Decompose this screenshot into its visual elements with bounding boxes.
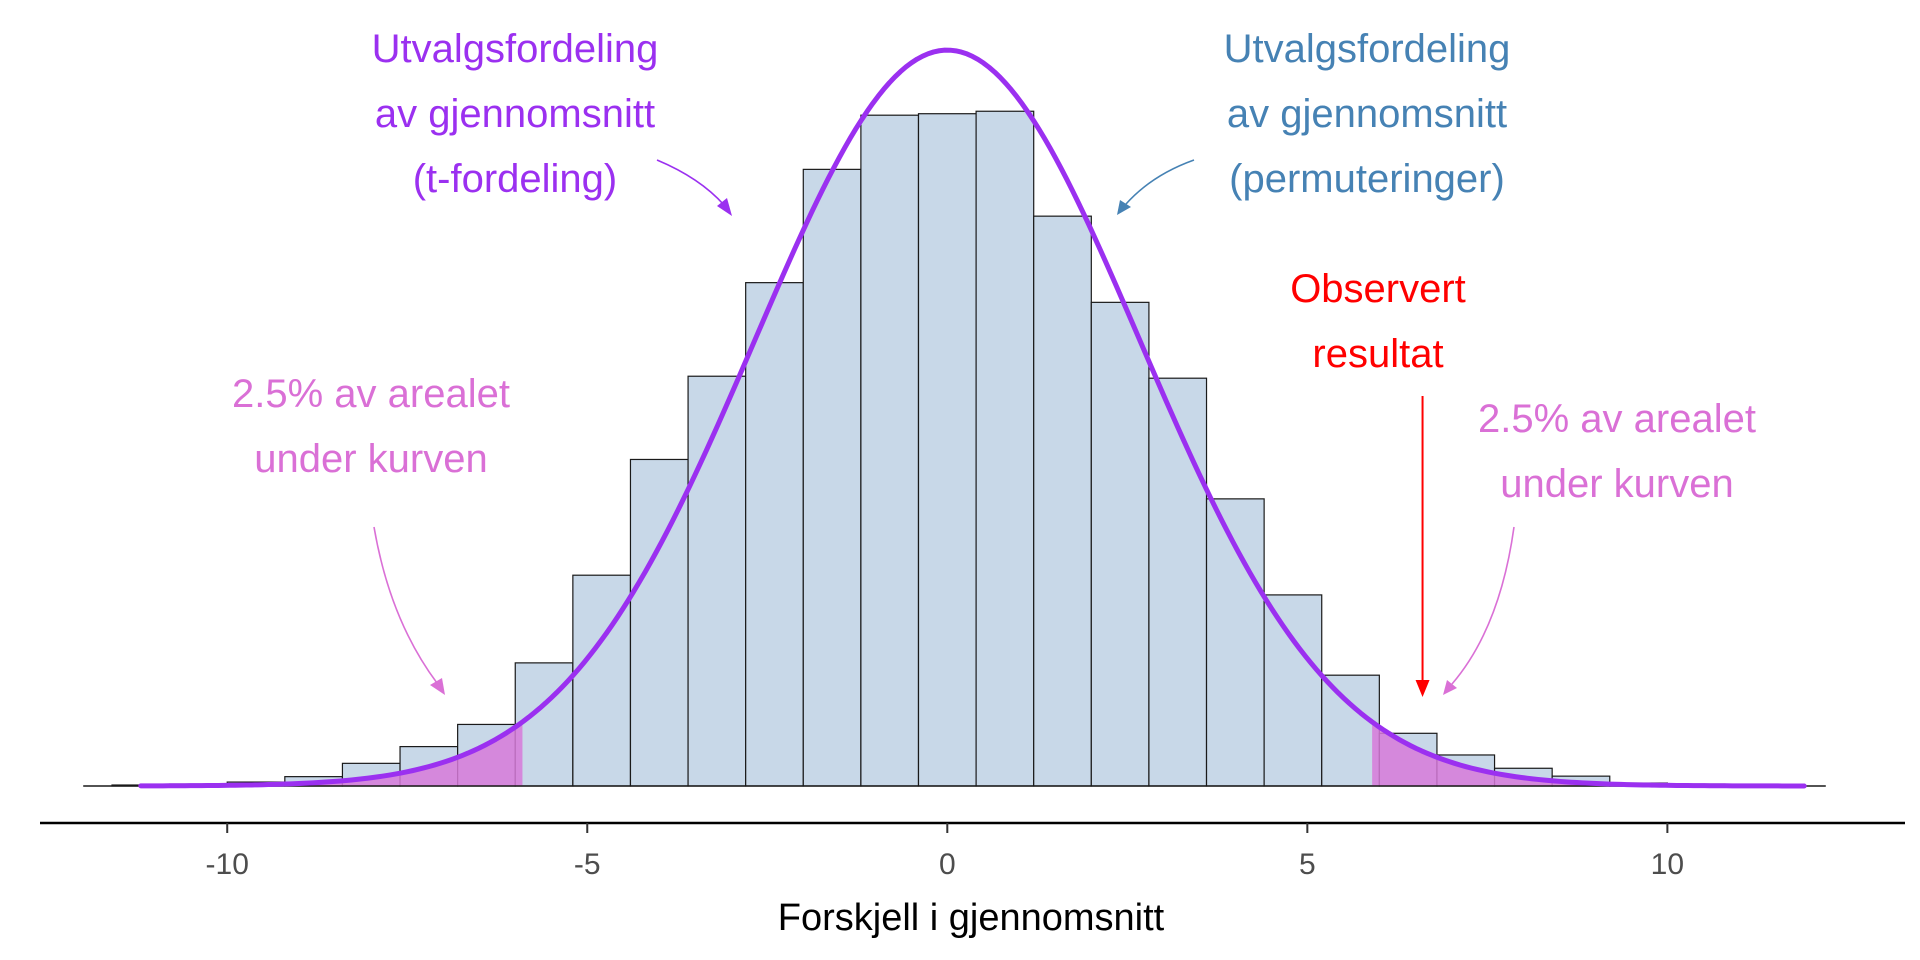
arrow-observed-result — [1415, 396, 1430, 697]
tail-fills — [140, 721, 1805, 786]
annotation-perm-line-3: (permuteringer) — [1229, 157, 1505, 201]
annotation-right-tail-line-1: 2.5% av arealet — [1478, 397, 1756, 441]
histogram-bar — [1148, 377, 1208, 787]
annotation-t-line-1: Utvalgsfordeling — [372, 27, 659, 71]
histogram-bar — [1033, 215, 1092, 787]
histogram-bar — [1321, 674, 1380, 787]
arrow-permutations — [1117, 159, 1195, 215]
annotation-observed-result: Observert resultat — [1290, 267, 1466, 376]
annotation-arrows — [373, 159, 1515, 697]
annotation-right-tail: 2.5% av arealet under kurven — [1478, 397, 1756, 506]
arrow-left-tail — [373, 526, 445, 695]
arrow-right-tail — [1443, 526, 1515, 695]
histogram-bar — [745, 282, 804, 787]
annotation-left-tail-line-1: 2.5% av arealet — [232, 372, 510, 416]
left-tail-area — [140, 721, 523, 786]
histogram-bar — [687, 375, 747, 787]
annotation-t-distribution: Utvalgsfordeling av gjennomsnitt (t-ford… — [372, 27, 659, 201]
x-axis-ticks: -10 -5 0 5 10 — [206, 823, 1684, 881]
histogram-bar — [917, 113, 977, 787]
x-tick-label: 10 — [1651, 848, 1684, 881]
annotation-permutations: Utvalgsfordeling av gjennomsnitt (permut… — [1224, 27, 1511, 201]
histogram-bar — [802, 168, 862, 787]
annotation-observed-line-2: resultat — [1312, 332, 1443, 376]
histogram-bar — [975, 110, 1035, 787]
t-distribution-curve — [138, 47, 1807, 789]
x-tick-label: -5 — [574, 848, 601, 881]
annotation-right-tail-line-2: under kurven — [1500, 462, 1733, 506]
x-tick-label: 0 — [939, 848, 956, 881]
x-tick-label: -10 — [206, 848, 249, 881]
histogram-bar — [860, 114, 920, 787]
annotation-left-tail-line-2: under kurven — [254, 437, 487, 481]
histogram-bar — [1090, 301, 1150, 787]
x-axis-label: Forskjell i gjennomsnitt — [778, 897, 1165, 939]
annotation-t-line-3: (t-fordeling) — [413, 157, 618, 201]
annotation-perm-line-2: av gjennomsnitt — [1227, 92, 1507, 136]
x-tick-label: 5 — [1299, 848, 1316, 881]
right-tail-area — [1372, 721, 1805, 786]
annotation-perm-line-1: Utvalgsfordeling — [1224, 27, 1511, 71]
annotation-t-line-2: av gjennomsnitt — [375, 92, 655, 136]
histogram-bar — [1263, 594, 1323, 787]
annotation-left-tail: 2.5% av arealet under kurven — [232, 372, 510, 481]
annotation-observed-line-1: Observert — [1290, 267, 1466, 311]
arrow-t-distribution — [656, 159, 732, 216]
